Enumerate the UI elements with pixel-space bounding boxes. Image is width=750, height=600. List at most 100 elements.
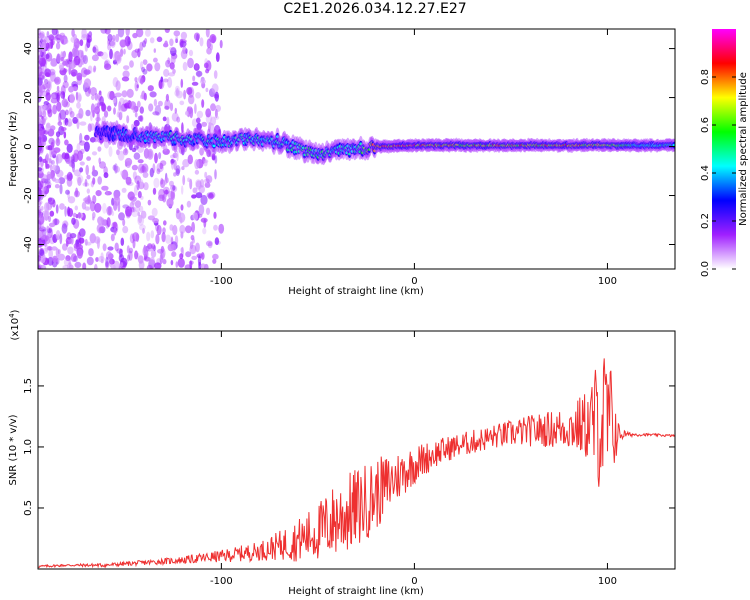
spectrogram-noise-blob xyxy=(54,218,58,226)
spectrogram-noise-blob xyxy=(185,251,192,258)
spectrogram-noise-blob xyxy=(142,68,148,75)
spectrogram-noise-blob xyxy=(104,191,112,196)
spectrogram-noise-blob xyxy=(71,217,76,225)
spectrogram-noise-blob xyxy=(50,170,54,180)
spectrogram-noise-blob xyxy=(127,36,131,45)
spectrogram-noise-blob xyxy=(38,127,44,138)
spectrogram-noise-blob xyxy=(207,241,213,249)
spectrogram-noise-blob xyxy=(112,59,117,65)
spectrogram-noise-blob xyxy=(71,154,75,164)
spectrogram-noise-blob xyxy=(56,53,61,63)
spectrogram-noise-blob xyxy=(165,93,169,102)
spectrogram-noise-blob xyxy=(68,173,73,180)
spectrogram-noise-blob xyxy=(123,48,126,55)
spectrogram-noise-blob xyxy=(67,208,74,217)
spectrogram-y-label: Frequency (Hz) xyxy=(8,111,19,187)
spectrogram-noise-blob xyxy=(55,42,61,50)
spectrogram-noise-blob xyxy=(215,104,222,112)
spectrogram-noise-blob xyxy=(63,131,67,139)
spectrogram-noise-blob xyxy=(98,90,102,96)
spectrogram-y-tick-label: -40 xyxy=(23,236,34,252)
spectrogram-noise-blob xyxy=(38,255,41,262)
spectrogram-noise-blob xyxy=(195,179,202,188)
spectrogram-noise-blob xyxy=(47,79,53,85)
spectrogram-noise-blob xyxy=(182,159,190,168)
spectrogram-noise-blob xyxy=(125,176,132,185)
spectrogram-noise-blob xyxy=(38,205,41,216)
spectrogram-noise-blob xyxy=(170,189,176,201)
spectrogram-noise-blob xyxy=(148,103,154,112)
spectrogram-noise-blob xyxy=(170,158,176,164)
spectrogram-noise-blob xyxy=(65,255,71,262)
spectrogram-noise-blob xyxy=(60,127,67,131)
snr-x-tick-label: -100 xyxy=(210,576,233,587)
spectrogram-noise-blob xyxy=(150,249,157,258)
spectrogram-noise-blob xyxy=(195,92,202,99)
spectrogram-noise-blob xyxy=(132,206,136,213)
spectrogram-noise-blob xyxy=(196,117,201,124)
spectrogram-noise-blob xyxy=(62,60,67,66)
spectrogram-noise-blob xyxy=(213,211,217,219)
spectrogram-x-tick-label: -100 xyxy=(210,276,233,287)
spectrogram-noise-blob xyxy=(94,48,100,56)
spectrogram-noise-blob xyxy=(211,155,216,161)
spectrogram-noise-blob xyxy=(129,60,134,68)
spectrogram-noise-blob xyxy=(45,92,51,101)
spectrogram-noise-blob xyxy=(97,176,102,185)
spectrogram-noise-blob xyxy=(94,106,101,115)
spectrogram-noise-blob xyxy=(38,264,41,269)
spectrogram-noise-blob xyxy=(105,189,109,196)
spectrogram-noise-blob xyxy=(146,148,154,160)
spectrogram-noise-blob xyxy=(41,117,47,123)
spectrogram-noise-blob xyxy=(158,188,166,199)
spectrogram-noise-blob xyxy=(71,86,78,92)
spectrogram-noise-blob xyxy=(137,48,141,58)
spectrogram-noise-blob xyxy=(83,54,88,65)
spectrogram-noise-blob xyxy=(82,182,90,187)
spectrogram-noise-blob xyxy=(59,183,63,195)
spectrogram-noise-blob xyxy=(97,51,104,57)
spectrogram-x-tick-label: 0 xyxy=(411,276,417,287)
spectrogram-noise-blob xyxy=(162,186,170,195)
spectrogram-noise-blob xyxy=(132,232,140,242)
spectrogram-noise-blob xyxy=(86,156,91,161)
spectrogram-noise-blob xyxy=(141,66,146,73)
spectrogram-noise-blob xyxy=(200,194,208,206)
spectrogram-noise-blob xyxy=(101,185,109,191)
spectrogram-noise-blob xyxy=(78,49,83,58)
spectrogram-noise-blob xyxy=(72,153,79,163)
spectrogram-noise-blob xyxy=(51,139,55,147)
spectrogram-noise-blob xyxy=(38,32,45,39)
spectrogram-noise-blob xyxy=(192,75,196,82)
spectrogram-noise-blob xyxy=(195,192,203,199)
spectrogram-noise-blob xyxy=(68,107,73,115)
spectrogram-noise-blob xyxy=(134,111,138,118)
spectrogram-noise-blob xyxy=(38,71,45,80)
spectrogram-noise-blob xyxy=(124,35,131,47)
spectrogram-noise-blob xyxy=(38,230,43,239)
spectrogram-noise-blob xyxy=(179,253,184,260)
spectrogram-noise-blob xyxy=(85,164,89,176)
spectrogram-noise-blob xyxy=(157,248,164,254)
spectrogram-noise-blob xyxy=(79,121,87,126)
spectrogram-noise-blob xyxy=(47,256,54,266)
spectrogram-noise-blob xyxy=(69,111,75,118)
spectrogram-noise-blob xyxy=(184,225,192,234)
spectrogram-noise-blob xyxy=(52,255,58,263)
spectrogram-noise-blob xyxy=(173,172,177,177)
spectrogram-noise-blob xyxy=(50,71,56,82)
spectrogram-noise-blob xyxy=(176,150,179,162)
spectrogram-noise-blob xyxy=(209,34,217,44)
spectrogram-noise-blob xyxy=(119,39,127,48)
spectrogram-noise-blob xyxy=(56,29,59,36)
spectrogram-noise-blob xyxy=(165,234,172,244)
spectrogram-noise-blob xyxy=(97,216,104,225)
spectrogram-noise-blob xyxy=(56,94,60,101)
spectrogram-noise-blob xyxy=(121,169,129,180)
spectrogram-noise-blob xyxy=(59,109,67,120)
spectrogram-noise-blob xyxy=(141,163,149,174)
spectrogram-noise-blob xyxy=(210,103,216,112)
spectrogram-noise-blob xyxy=(44,178,51,185)
spectrogram-noise-blob xyxy=(85,109,91,117)
spectrogram-noise-blob xyxy=(63,38,69,45)
